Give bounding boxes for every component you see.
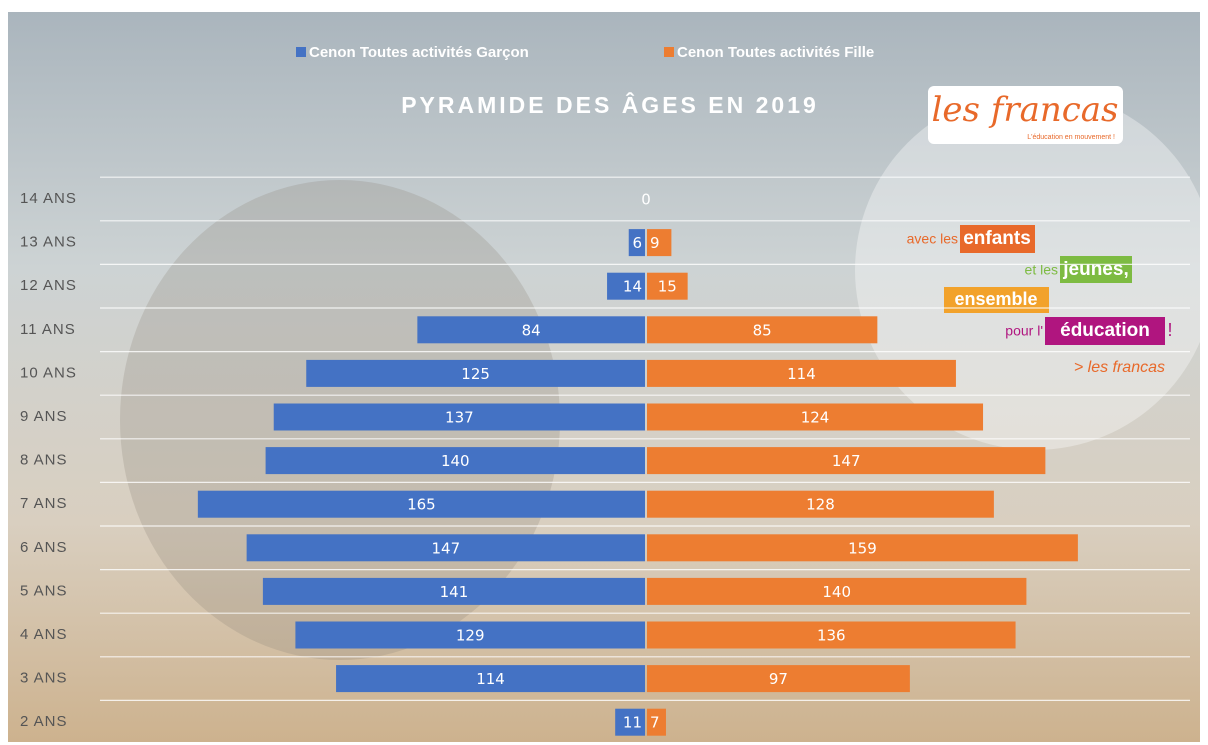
data-label: 125 [461,365,490,383]
slogan: pour l' [1005,323,1043,339]
category-label: 4 ANS [20,626,68,643]
legend-swatch [296,47,306,57]
category-label: 7 ANS [20,495,68,512]
slogan: éducation [1060,320,1150,341]
data-label: 159 [848,539,877,557]
category-label: 6 ANS [20,539,68,556]
data-label: 6 [632,234,642,252]
slogan: > les francas [1074,359,1165,376]
category-label: 10 ANS [20,364,77,381]
slogan: jeunes, [1062,259,1128,280]
data-label: 147 [832,452,861,470]
tagline: L'éducation en mouvement ! [1027,134,1115,141]
data-label: 84 [522,321,541,339]
slogan: avec les [907,231,958,247]
data-label: 140 [822,583,851,601]
chart-title: PYRAMIDE DES ÂGES EN 2019 [401,91,819,118]
data-label: 85 [753,321,772,339]
data-label: 7 [650,714,660,732]
data-label: 0 [641,191,651,209]
category-label: 13 ANS [20,234,77,251]
data-label: 140 [441,452,470,470]
category-label: 11 ANS [20,321,76,338]
legend-swatch [664,47,674,57]
legend-label: Cenon Toutes activités Fille [677,44,874,61]
slogan: ensemble [954,289,1037,309]
data-label: 147 [431,539,460,557]
category-label: 3 ANS [20,670,68,687]
data-label: 97 [769,670,788,688]
data-label: 114 [476,670,505,688]
data-label: 137 [445,409,474,427]
chart: PYRAMIDE DES ÂGES EN 2019 les francas L'… [0,0,1208,745]
category-label: 14 ANS [20,190,77,207]
data-label: 129 [456,627,485,645]
legend-label: Cenon Toutes activités Garçon [309,44,529,61]
data-label: 141 [440,583,469,601]
data-label: 128 [806,496,835,514]
data-label: 15 [658,278,677,296]
data-label: 136 [817,627,846,645]
category-label: 5 ANS [20,582,68,599]
data-label: 14 [623,278,642,296]
category-label: 8 ANS [20,452,68,469]
data-label: 9 [650,234,660,252]
logo: les francas [931,90,1118,130]
data-label: 124 [801,409,830,427]
data-label: 165 [407,496,436,514]
category-label: 9 ANS [20,408,68,425]
category-label: 2 ANS [20,713,68,730]
slogan: ! [1167,320,1172,340]
data-label: 114 [787,365,816,383]
slogan: enfants [963,228,1031,249]
category-label: 12 ANS [20,277,77,294]
data-label: 11 [623,714,642,732]
